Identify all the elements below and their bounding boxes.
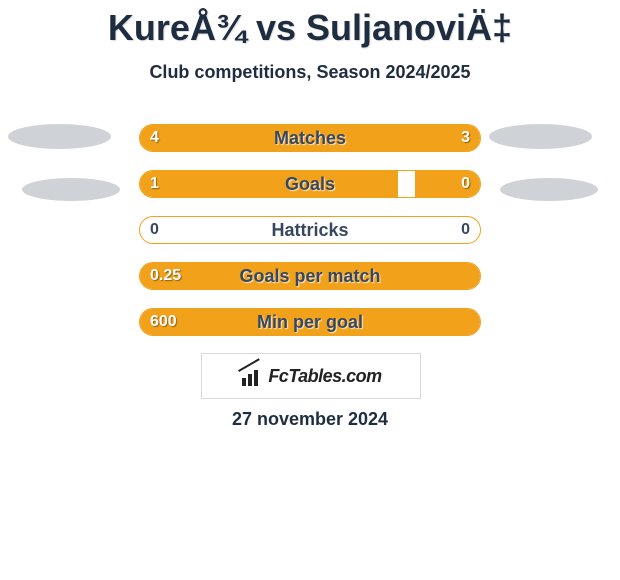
avatar-shadow-right-2 <box>500 178 598 201</box>
avatar-shadow-left-1 <box>8 124 111 149</box>
bar-hattricks: 0 0 Hattricks <box>139 216 481 244</box>
bar-matches-left-fill <box>140 125 334 151</box>
avatar-shadow-left-2 <box>22 178 120 201</box>
bar-gpm: 0.25 Goals per match <box>139 262 481 290</box>
bar-goals: 1 0 Goals <box>139 170 481 198</box>
bar-matches: 4 3 Matches <box>139 124 481 152</box>
avatar-shadow-right-1 <box>489 124 592 149</box>
subtitle: Club competitions, Season 2024/2025 <box>0 62 620 83</box>
bar-mpg: 600 Min per goal <box>139 308 481 336</box>
bar-mpg-left-fill <box>140 309 480 335</box>
bar-gpm-left-fill <box>140 263 480 289</box>
fctables-logo-text: FcTables.com <box>268 366 381 387</box>
bar-hattricks-label: Hattricks <box>140 217 480 243</box>
bar-goals-left-value: 1 <box>150 171 159 197</box>
bar-hattricks-left-value: 0 <box>150 217 159 243</box>
bar-goals-right-fill <box>415 171 480 197</box>
bar-goals-left-fill <box>140 171 398 197</box>
fctables-logo[interactable]: FcTables.com <box>201 353 421 399</box>
fctables-icon <box>240 366 262 386</box>
bar-mpg-left-value: 600 <box>150 309 177 335</box>
bar-matches-left-value: 4 <box>150 125 159 151</box>
bar-matches-right-value: 3 <box>461 125 470 151</box>
comparison-bars: 4 3 Matches 1 0 Goals 0 0 Hattricks 0.25… <box>139 124 481 354</box>
snapshot-date: 27 november 2024 <box>0 409 620 430</box>
bar-gpm-left-value: 0.25 <box>150 263 181 289</box>
bar-matches-right-fill <box>334 125 480 151</box>
page-title: KureÅ¾ vs SuljanoviÄ‡ <box>0 0 620 48</box>
bar-goals-right-value: 0 <box>461 171 470 197</box>
bar-hattricks-right-value: 0 <box>461 217 470 243</box>
